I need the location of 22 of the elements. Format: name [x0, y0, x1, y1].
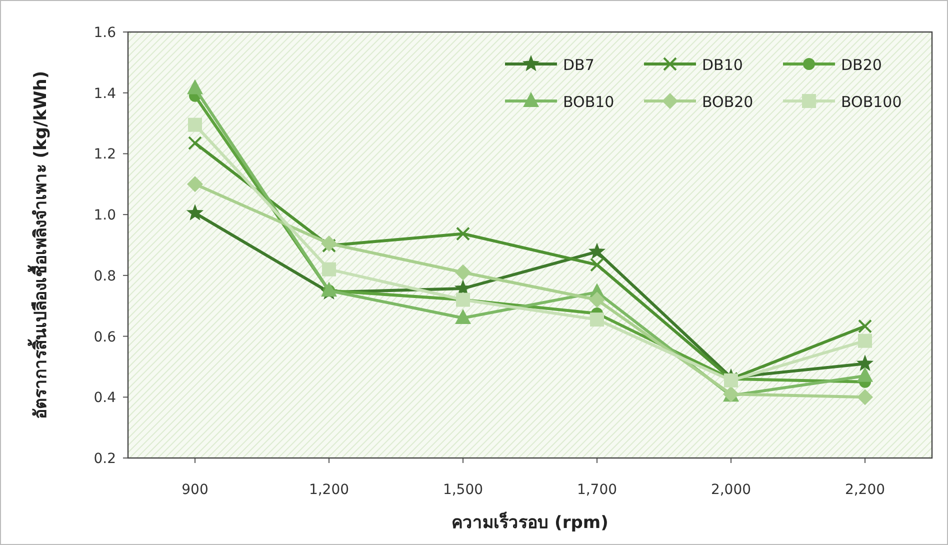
legend-label: BOB10 — [563, 93, 614, 111]
y-tick-label: 1.4 — [94, 86, 116, 102]
x-tick-label: 1,500 — [442, 482, 484, 498]
x-tick-label: 1,700 — [576, 482, 618, 498]
legend-label: DB10 — [702, 56, 743, 74]
y-axis-title: อัตราการสิ้นเปลืองเชื้อเพลิงจำเพาะ (kg/kWh) — [27, 70, 51, 420]
y-tick-label: 1.2 — [94, 146, 116, 163]
x-tick-label: 2,200 — [844, 482, 886, 498]
y-tick-label: 1.0 — [94, 208, 116, 224]
y-tick-label: 0.4 — [94, 390, 116, 406]
legend-label: DB20 — [841, 56, 882, 74]
legend-label: DB7 — [563, 56, 594, 74]
x-tick-label: 1,200 — [308, 482, 350, 498]
y-tick-label: 0.6 — [94, 329, 116, 346]
legend-label: BOB100 — [841, 93, 902, 111]
y-tick-label: 0.8 — [94, 268, 116, 284]
y-tick-label: 1.6 — [94, 25, 116, 41]
x-axis-title: ความเร็วรอบ (rpm) — [452, 510, 608, 533]
y-tick-label: 0.2 — [94, 451, 116, 467]
x-tick-label: 900 — [182, 482, 208, 498]
x-tick-label: 2,000 — [710, 482, 752, 498]
legend-label: BOB20 — [702, 93, 754, 111]
